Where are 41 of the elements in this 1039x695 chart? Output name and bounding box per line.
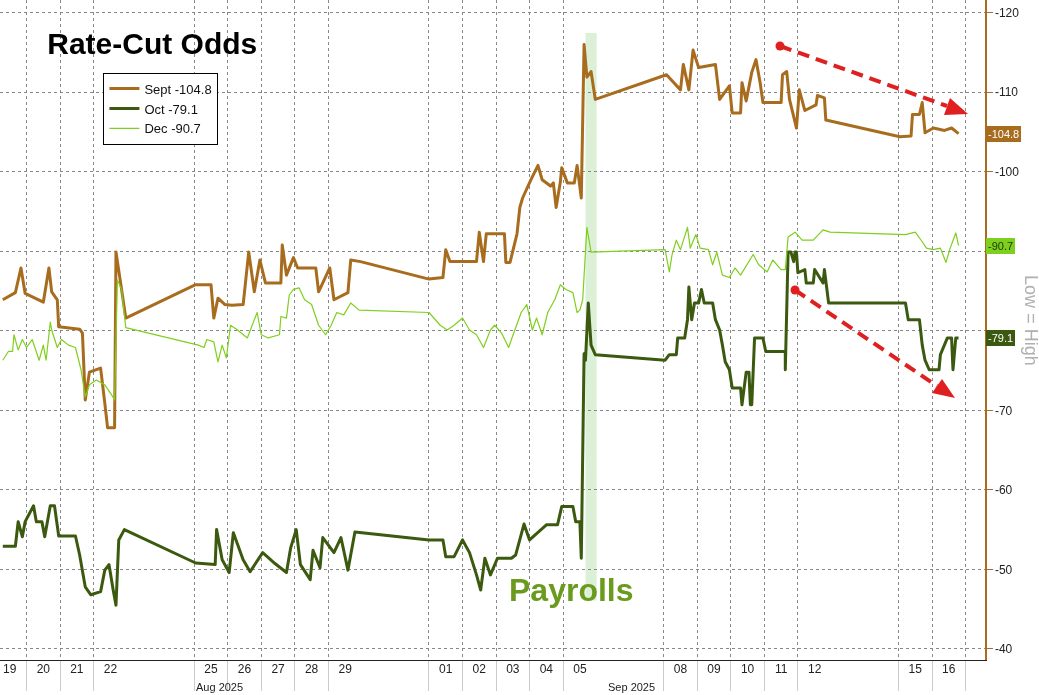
x-tick-label: 27 bbox=[271, 662, 286, 676]
x-tick-label: 12 bbox=[807, 662, 822, 676]
x-tick-label: 03 bbox=[506, 662, 520, 676]
text: Sep 2025 bbox=[608, 681, 656, 693]
y-tick-label: -120 bbox=[994, 5, 1020, 20]
legend-label: Sept -104.8 bbox=[144, 81, 212, 97]
legend-label: Dec -90.7 bbox=[144, 121, 201, 137]
x-tick-label: 11 bbox=[774, 662, 788, 676]
text: Aug 2025 bbox=[196, 681, 244, 693]
line-series bbox=[2, 226, 960, 401]
text: Rate-Cut Odds bbox=[47, 26, 258, 60]
band-label: Payrolls bbox=[509, 572, 634, 608]
y-tick-label: -60 bbox=[994, 483, 1013, 498]
x-tick-label: 28 bbox=[304, 662, 319, 676]
x-tick-label: 20 bbox=[36, 662, 51, 676]
text: -90.7 bbox=[988, 240, 1014, 252]
x-tick-label: 22 bbox=[103, 662, 118, 676]
y-tick-label: -40 bbox=[994, 642, 1013, 657]
x-tick-label: 05 bbox=[573, 662, 587, 676]
text: -79.1 bbox=[988, 332, 1014, 344]
x-tick-label: 04 bbox=[539, 662, 554, 676]
line-series bbox=[1, 250, 961, 607]
x-tick-label: 15 bbox=[908, 662, 923, 676]
x-tick-label: 25 bbox=[204, 662, 218, 676]
text: Low = High bbox=[1021, 275, 1039, 366]
x-tick-label: 09 bbox=[707, 662, 722, 676]
x-tick-label: 21 bbox=[70, 662, 84, 676]
x-tick-label: 10 bbox=[740, 662, 755, 676]
x-tick-label: 08 bbox=[673, 662, 688, 676]
y-tick-label: -70 bbox=[994, 403, 1013, 418]
y-tick-label: -100 bbox=[994, 164, 1020, 179]
x-tick-label: 29 bbox=[338, 662, 353, 676]
x-tick-label: 01 bbox=[439, 662, 453, 676]
y-tick-label: -50 bbox=[994, 562, 1013, 577]
x-tick-label: 26 bbox=[237, 662, 252, 676]
y-tick-label: -110 bbox=[994, 85, 1019, 100]
x-tick-label: 16 bbox=[942, 662, 956, 676]
x-tick-label: 02 bbox=[472, 662, 487, 676]
x-tick-label: 19 bbox=[3, 662, 17, 676]
text: -104.8 bbox=[988, 128, 1020, 140]
legend-label: Oct -79.1 bbox=[144, 101, 198, 117]
